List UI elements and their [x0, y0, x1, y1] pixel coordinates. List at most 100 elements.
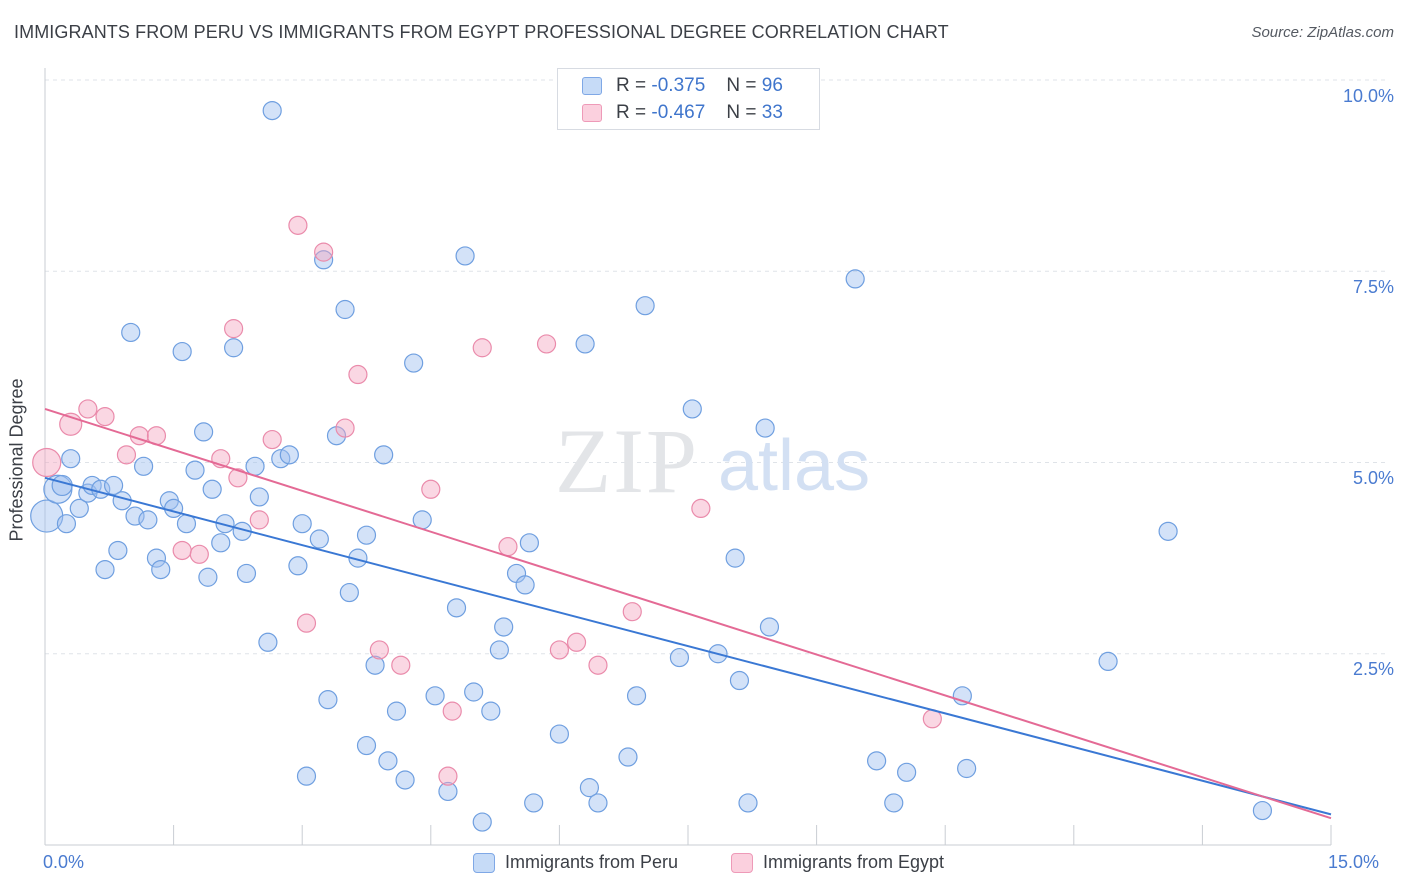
- peru-point[interactable]: [138, 510, 158, 530]
- peru-point[interactable]: [133, 456, 154, 476]
- peru-point[interactable]: [386, 701, 407, 721]
- peru-point[interactable]: [236, 563, 257, 584]
- egypt-point[interactable]: [288, 215, 308, 235]
- peru-point[interactable]: [69, 498, 89, 518]
- peru-point[interactable]: [845, 269, 865, 289]
- peru-point[interactable]: [494, 617, 514, 637]
- peru-point[interactable]: [365, 655, 385, 675]
- peru-point[interactable]: [897, 762, 917, 782]
- peru-point[interactable]: [318, 690, 338, 710]
- egypt-point[interactable]: [224, 319, 244, 339]
- peru-point[interactable]: [249, 487, 269, 507]
- egypt-point[interactable]: [442, 701, 462, 721]
- egypt-point[interactable]: [129, 426, 149, 446]
- peru-point[interactable]: [112, 491, 132, 511]
- peru-point[interactable]: [438, 781, 458, 802]
- peru-point[interactable]: [262, 100, 282, 121]
- peru-point[interactable]: [292, 514, 312, 534]
- egypt-point[interactable]: [549, 640, 570, 660]
- peru-point[interactable]: [425, 686, 445, 706]
- peru-point[interactable]: [314, 250, 334, 270]
- peru-point[interactable]: [579, 778, 600, 798]
- peru-point[interactable]: [519, 533, 539, 553]
- egypt-point[interactable]: [95, 407, 115, 427]
- peru-point[interactable]: [146, 548, 167, 568]
- egypt-point[interactable]: [32, 447, 62, 478]
- peru-point[interactable]: [725, 548, 745, 568]
- peru-point[interactable]: [884, 793, 904, 813]
- peru-point[interactable]: [198, 567, 218, 587]
- peru-point[interactable]: [339, 582, 359, 603]
- peru-point[interactable]: [635, 296, 655, 316]
- egypt-point[interactable]: [314, 242, 334, 262]
- peru-point[interactable]: [56, 514, 77, 534]
- egypt-point[interactable]: [189, 544, 209, 564]
- peru-point[interactable]: [455, 246, 475, 266]
- peru-point[interactable]: [738, 793, 758, 813]
- egypt-point[interactable]: [249, 510, 269, 530]
- peru-point[interactable]: [194, 422, 214, 442]
- peru-point[interactable]: [224, 338, 244, 358]
- peru-point[interactable]: [121, 322, 141, 343]
- peru-point[interactable]: [378, 751, 398, 771]
- peru-point[interactable]: [957, 758, 977, 779]
- peru-point[interactable]: [588, 793, 608, 813]
- peru-point[interactable]: [288, 556, 308, 576]
- peru-point[interactable]: [172, 341, 192, 362]
- peru-point[interactable]: [669, 647, 690, 668]
- peru-point[interactable]: [215, 514, 235, 534]
- peru-point[interactable]: [759, 617, 780, 637]
- egypt-point[interactable]: [172, 540, 192, 561]
- egypt-point[interactable]: [296, 613, 317, 633]
- peru-point[interactable]: [464, 682, 484, 702]
- peru-point[interactable]: [202, 479, 222, 499]
- peru-point[interactable]: [729, 670, 750, 691]
- peru-point[interactable]: [125, 506, 145, 526]
- peru-point[interactable]: [108, 540, 128, 561]
- peru-point[interactable]: [867, 751, 887, 771]
- egypt-point[interactable]: [116, 445, 137, 465]
- egypt-point[interactable]: [536, 334, 557, 354]
- peru-point[interactable]: [489, 640, 509, 660]
- egypt-point[interactable]: [228, 468, 248, 488]
- peru-point[interactable]: [755, 418, 775, 438]
- peru-point[interactable]: [95, 559, 115, 580]
- peru-point[interactable]: [211, 533, 231, 553]
- peru-point[interactable]: [618, 747, 638, 767]
- peru-point[interactable]: [51, 474, 73, 497]
- peru-point[interactable]: [374, 445, 394, 465]
- peru-point[interactable]: [472, 812, 492, 832]
- egypt-point[interactable]: [472, 338, 492, 358]
- peru-point[interactable]: [103, 475, 124, 496]
- egypt-point[interactable]: [588, 655, 608, 675]
- egypt-point[interactable]: [566, 632, 587, 652]
- egypt-point[interactable]: [262, 429, 282, 450]
- peru-point[interactable]: [395, 770, 415, 790]
- peru-point[interactable]: [682, 399, 702, 419]
- egypt-point[interactable]: [622, 602, 642, 622]
- peru-point[interactable]: [164, 498, 184, 518]
- peru-point[interactable]: [575, 334, 595, 354]
- peru-point[interactable]: [356, 735, 377, 756]
- peru-point[interactable]: [335, 299, 355, 320]
- egypt-point[interactable]: [438, 766, 458, 786]
- peru-point[interactable]: [356, 525, 377, 545]
- peru-point[interactable]: [524, 793, 544, 813]
- peru-point[interactable]: [481, 701, 501, 721]
- egypt-point[interactable]: [78, 399, 98, 419]
- egypt-point[interactable]: [335, 418, 355, 438]
- peru-point[interactable]: [549, 724, 570, 744]
- egypt-point[interactable]: [369, 640, 389, 660]
- peru-point[interactable]: [1158, 521, 1178, 541]
- egypt-point[interactable]: [391, 655, 411, 675]
- egypt-point[interactable]: [691, 498, 711, 518]
- peru-point[interactable]: [279, 445, 299, 465]
- peru-point[interactable]: [185, 460, 205, 480]
- peru-point[interactable]: [404, 353, 424, 373]
- peru-point[interactable]: [245, 456, 265, 476]
- peru-point[interactable]: [446, 598, 467, 618]
- peru-point[interactable]: [151, 559, 171, 580]
- peru-point[interactable]: [296, 766, 317, 786]
- egypt-point[interactable]: [348, 364, 368, 385]
- peru-point[interactable]: [61, 449, 81, 469]
